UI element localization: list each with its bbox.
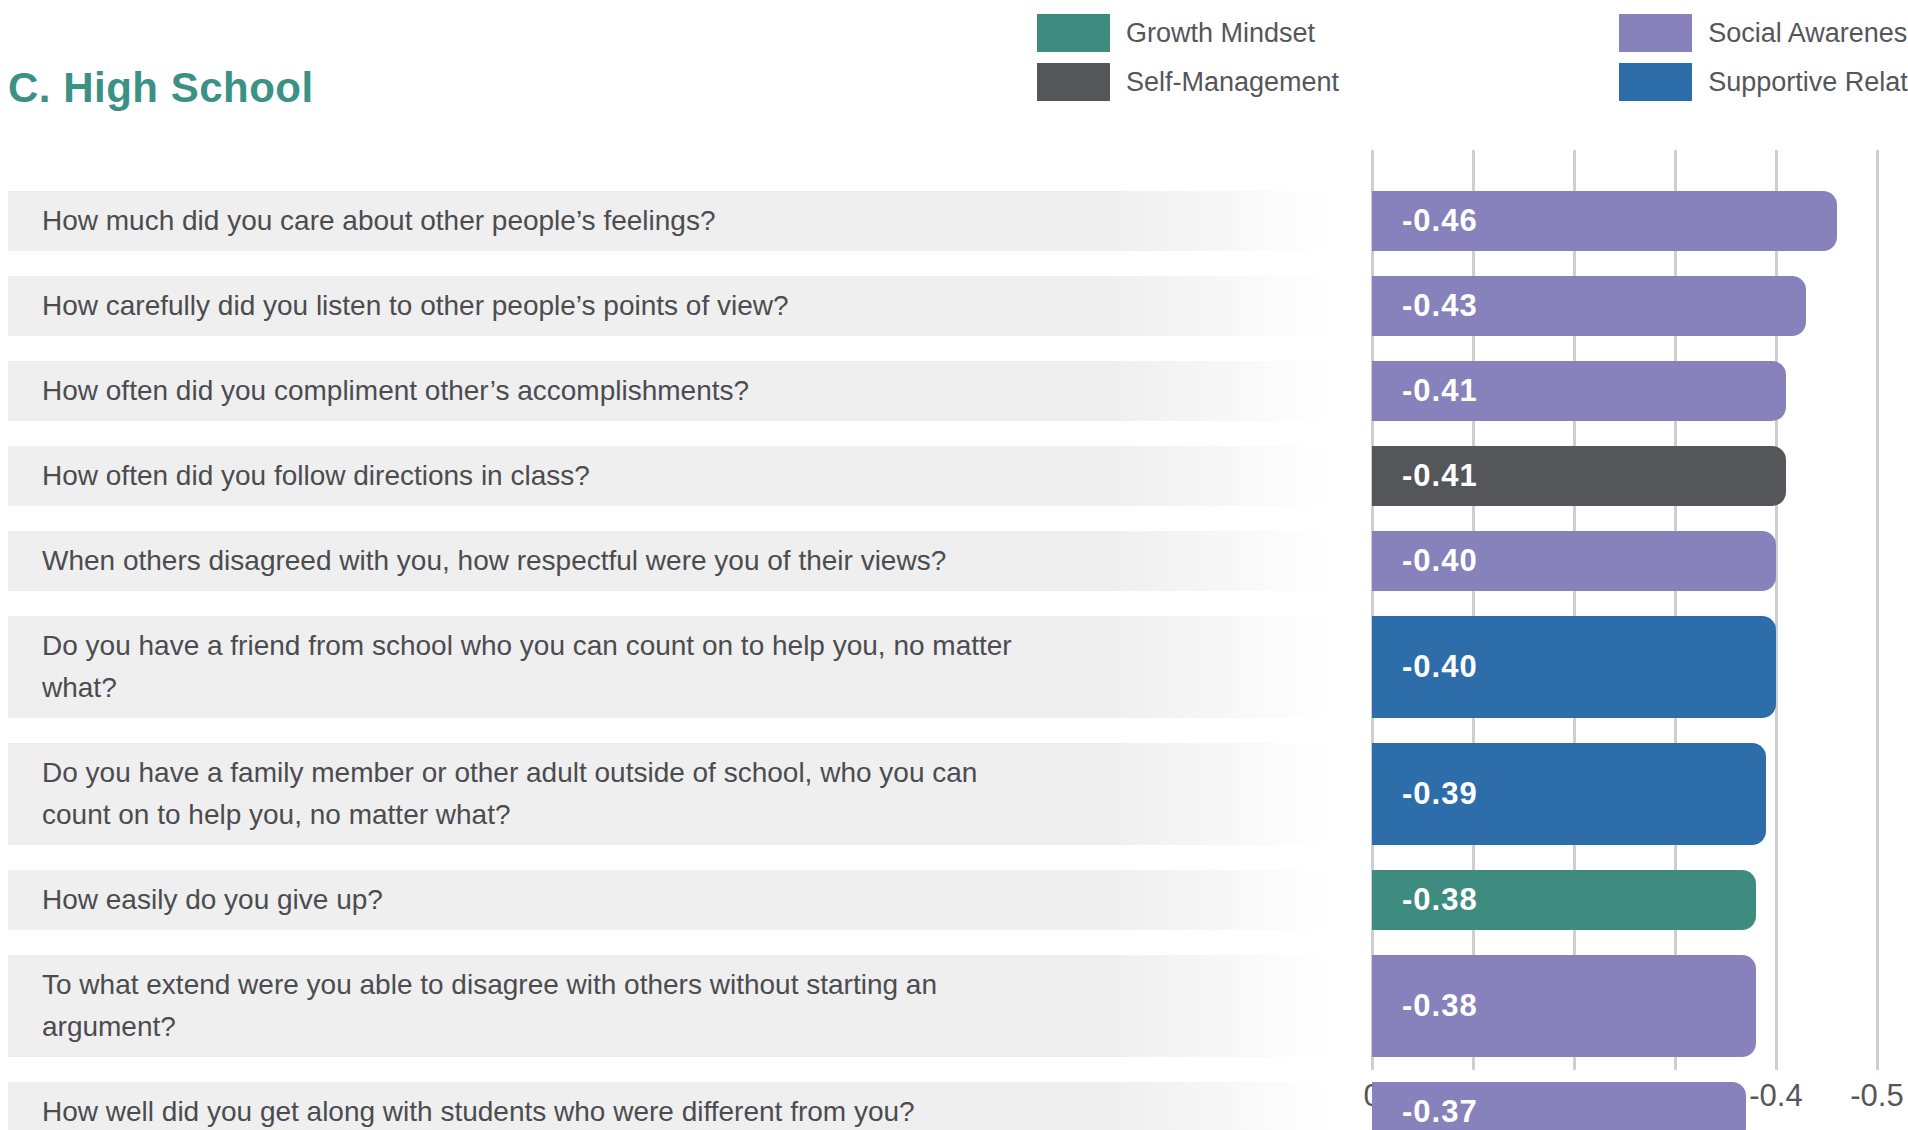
- row-bar: -0.39: [1372, 743, 1766, 845]
- row-question: How well did you get along with students…: [8, 1082, 1372, 1130]
- legend-item-label: Social Awareness: [1708, 18, 1908, 49]
- chart-row: To what extend were you able to disagree…: [8, 955, 1908, 1057]
- row-question: When others disagreed with you, how resp…: [8, 531, 1372, 591]
- legend-item: Social Awareness: [1619, 14, 1908, 52]
- row-question: How much did you care about other people…: [8, 191, 1372, 251]
- page-title: C. High School: [8, 64, 314, 112]
- row-value-label: -0.46: [1402, 203, 1478, 239]
- row-question: Do you have a family member or other adu…: [8, 743, 1372, 845]
- legend-swatch-icon: [1619, 14, 1692, 52]
- legend-item-label: Supportive Relationships: [1708, 67, 1908, 98]
- row-bar: -0.41: [1372, 361, 1786, 421]
- row-value-label: -0.38: [1402, 988, 1478, 1024]
- row-value-label: -0.41: [1402, 458, 1478, 494]
- chart-row: How often did you compliment other’s acc…: [8, 361, 1908, 421]
- chart-row: When others disagreed with you, how resp…: [8, 531, 1908, 591]
- legend-swatch-icon: [1037, 63, 1110, 101]
- legend-item-label: Growth Mindset: [1126, 18, 1315, 49]
- row-bar: -0.38: [1372, 870, 1756, 930]
- row-value-label: -0.43: [1402, 288, 1478, 324]
- chart-row: Do you have a family member or other adu…: [8, 743, 1908, 845]
- chart-rows: How much did you care about other people…: [8, 191, 1908, 1130]
- row-bar: -0.37: [1372, 1082, 1746, 1130]
- legend-item: Self-Management: [1037, 63, 1339, 101]
- chart-row: Do you have a friend from school who you…: [8, 616, 1908, 718]
- legend-item-label: Self-Management: [1126, 67, 1339, 98]
- row-value-label: -0.40: [1402, 543, 1478, 579]
- row-question: How often did you follow directions in c…: [8, 446, 1372, 506]
- row-question: How carefully did you listen to other pe…: [8, 276, 1372, 336]
- row-value-label: -0.41: [1402, 373, 1478, 409]
- row-bar: -0.40: [1372, 616, 1776, 718]
- chart-row: How well did you get along with students…: [8, 1082, 1908, 1130]
- row-question: How easily do you give up?: [8, 870, 1372, 930]
- row-value-label: -0.40: [1402, 649, 1478, 685]
- chart-row: How often did you follow directions in c…: [8, 446, 1908, 506]
- row-question: To what extend were you able to disagree…: [8, 955, 1372, 1057]
- legend-item: Supportive Relationships: [1619, 63, 1908, 101]
- row-value-label: -0.37: [1402, 1094, 1478, 1130]
- legend-swatch-icon: [1619, 63, 1692, 101]
- row-bar: -0.46: [1372, 191, 1837, 251]
- legend-swatch-icon: [1037, 14, 1110, 52]
- row-value-label: -0.38: [1402, 882, 1478, 918]
- legend: Growth Mindset Self-Management Social Aw…: [1037, 14, 1908, 101]
- chart-row: How easily do you give up? -0.38: [8, 870, 1908, 930]
- row-bar: -0.40: [1372, 531, 1776, 591]
- chart-row: How much did you care about other people…: [8, 191, 1908, 251]
- row-bar: -0.43: [1372, 276, 1806, 336]
- row-bar: -0.41: [1372, 446, 1786, 506]
- row-question: Do you have a friend from school who you…: [8, 616, 1372, 718]
- row-bar: -0.38: [1372, 955, 1756, 1057]
- chart-canvas: C. High School Growth Mindset Self-Manag…: [0, 0, 1908, 1130]
- row-value-label: -0.39: [1402, 776, 1478, 812]
- chart-row: How carefully did you listen to other pe…: [8, 276, 1908, 336]
- row-question: How often did you compliment other’s acc…: [8, 361, 1372, 421]
- legend-item: Growth Mindset: [1037, 14, 1339, 52]
